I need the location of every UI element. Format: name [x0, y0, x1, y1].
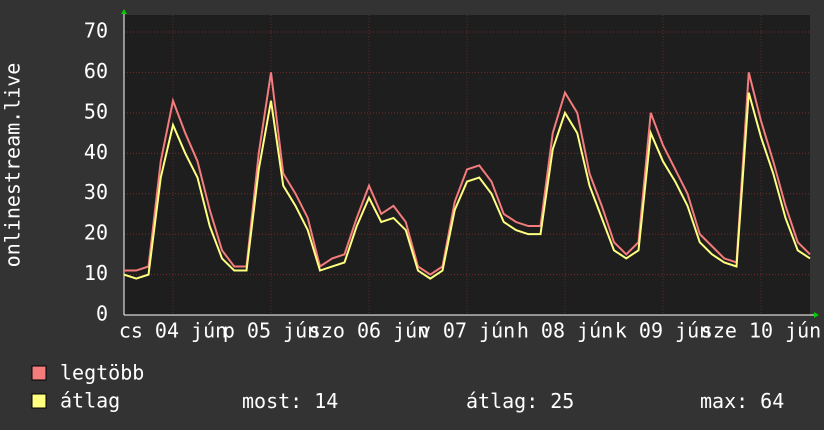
- y-tick-label: 30: [84, 180, 108, 204]
- legend-label: legtöbb: [60, 361, 144, 385]
- x-tick-label: cs 04 jún: [119, 319, 227, 343]
- stat-label: max:: [700, 389, 748, 413]
- x-tick-label: v 07 jún: [419, 319, 515, 343]
- stat: most: 14: [242, 389, 338, 413]
- y-tick-label: 60: [84, 59, 108, 83]
- axis-arrow: [814, 312, 819, 318]
- legend-label: átlag: [60, 389, 120, 413]
- y-tick-label: 10: [84, 261, 108, 285]
- stat-label: átlag:: [466, 389, 538, 413]
- series-line: [123, 92, 811, 280]
- stat: max: 64: [700, 389, 784, 413]
- stat-value: 64: [760, 389, 784, 413]
- y-tick-label: 50: [84, 99, 108, 123]
- legend-swatch: [31, 393, 47, 409]
- y-tick-label: 70: [84, 19, 108, 43]
- series-line: [124, 72, 811, 276]
- stat-label: most:: [242, 389, 302, 413]
- y-axis-label: onlinestream.live: [1, 63, 25, 268]
- stat: átlag: 25: [466, 389, 574, 413]
- axis-arrow: [121, 9, 127, 14]
- x-tick-label: k 09 jún: [615, 319, 711, 343]
- y-tick-label: 40: [84, 140, 108, 164]
- x-tick-label: szo 06 jún: [309, 319, 429, 343]
- x-tick-label: sze 10 jún: [701, 319, 821, 343]
- stat-value: 25: [550, 389, 574, 413]
- x-tick-label: p 05 jún: [223, 319, 319, 343]
- x-tick-label: h 08 jún: [517, 319, 613, 343]
- stat-value: 14: [314, 389, 338, 413]
- y-tick-label: 0: [96, 302, 108, 326]
- legend-swatch: [31, 365, 47, 381]
- y-tick-label: 20: [84, 221, 108, 245]
